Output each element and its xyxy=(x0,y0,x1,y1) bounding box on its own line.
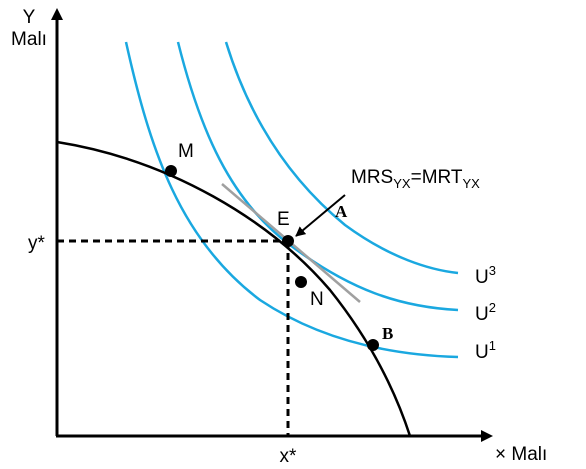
point-n xyxy=(295,276,307,288)
equation-label: MRSYX=MRTYX xyxy=(351,167,480,191)
y-axis-label-line2: Malı xyxy=(11,29,47,50)
point-b-label: B xyxy=(382,324,393,343)
point-e-label: E xyxy=(277,209,290,230)
point-m-label: M xyxy=(178,141,194,162)
point-b xyxy=(367,339,379,351)
y-star-label: y* xyxy=(28,233,46,254)
u3-label: U3 xyxy=(475,263,496,288)
y-axis-label-line1: Y xyxy=(23,7,36,28)
point-m xyxy=(165,165,177,177)
indifference-curve-u3 xyxy=(224,41,459,275)
x-star-label: x* xyxy=(280,446,298,467)
pointer-arrow xyxy=(295,194,346,237)
point-n-label: N xyxy=(310,289,324,310)
u2-label: U2 xyxy=(475,300,496,325)
x-axis-label: × Malı xyxy=(495,444,547,465)
indifference-curve-u1 xyxy=(124,41,459,359)
u1-label: U1 xyxy=(475,338,496,363)
production-possibility-frontier xyxy=(56,140,412,437)
point-a-label: A xyxy=(335,202,348,221)
point-e xyxy=(282,235,294,247)
